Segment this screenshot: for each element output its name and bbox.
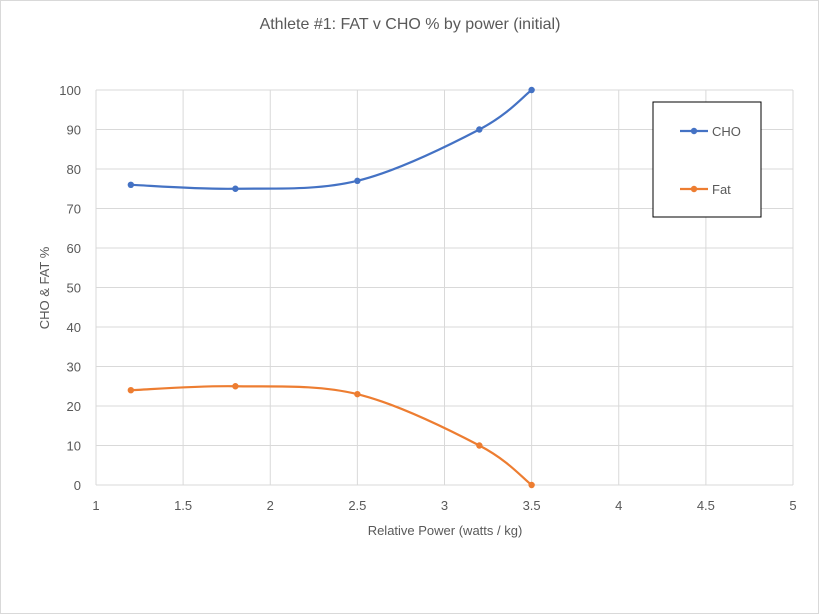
legend-marker — [690, 185, 698, 193]
y-tick-labels: 0 10 20 30 40 50 60 70 80 90 100 — [59, 83, 81, 493]
y-tick-label: 50 — [67, 281, 81, 296]
series-group — [127, 86, 535, 489]
x-tick-label: 5 — [789, 498, 796, 513]
x-tick-label: 1 — [92, 498, 99, 513]
x-tick-labels: 1 1.5 2 2.5 3 3.5 4 4.5 5 — [92, 498, 796, 513]
series-fat — [127, 383, 535, 489]
x-tick-label: 4 — [615, 498, 622, 513]
x-tick-label: 3.5 — [523, 498, 541, 513]
data-point-fat — [528, 481, 535, 489]
legend-label: Fat — [712, 182, 731, 197]
y-tick-label: 70 — [67, 202, 81, 217]
data-point-cho — [232, 185, 239, 192]
legend: CHO Fat — [652, 101, 762, 218]
y-tick-label: 100 — [59, 83, 81, 98]
series-line-cho — [129, 88, 533, 190]
data-point-cho — [528, 86, 535, 94]
data-point-cho — [127, 181, 135, 188]
y-tick-label: 30 — [67, 360, 81, 375]
y-tick-label: 40 — [67, 320, 81, 335]
x-tick-label: 1.5 — [174, 498, 192, 513]
y-tick-label: 20 — [67, 399, 81, 414]
series-cho — [127, 86, 535, 192]
legend-entry-cho: CHO — [680, 124, 741, 139]
legend-label: CHO — [712, 124, 741, 139]
legend-marker — [690, 127, 698, 135]
chart-title: Athlete #1: FAT v CHO % by power (initia… — [260, 16, 561, 33]
data-point-fat — [354, 390, 361, 398]
x-tick-label: 3 — [441, 498, 448, 513]
data-point-cho — [354, 177, 361, 185]
x-tick-label: 2.5 — [348, 498, 366, 513]
x-axis-label: Relative Power (watts / kg) — [368, 523, 523, 538]
grid-lines — [95, 89, 794, 486]
y-tick-label: 80 — [67, 162, 81, 177]
x-tick-label: 2 — [267, 498, 274, 513]
x-tick-label: 4.5 — [697, 498, 715, 513]
data-point-fat — [232, 383, 239, 390]
y-tick-label: 90 — [67, 123, 81, 138]
y-tick-label: 60 — [67, 241, 81, 256]
series-line-fat — [129, 385, 533, 487]
y-axis-label: CHO & FAT % — [37, 246, 52, 329]
data-point-fat — [127, 387, 135, 394]
y-tick-label: 10 — [67, 439, 81, 454]
legend-entry-fat: Fat — [680, 182, 731, 197]
legend-box — [652, 101, 762, 218]
data-point-cho — [476, 126, 483, 133]
y-tick-label: 0 — [74, 478, 81, 493]
data-point-fat — [476, 442, 483, 449]
